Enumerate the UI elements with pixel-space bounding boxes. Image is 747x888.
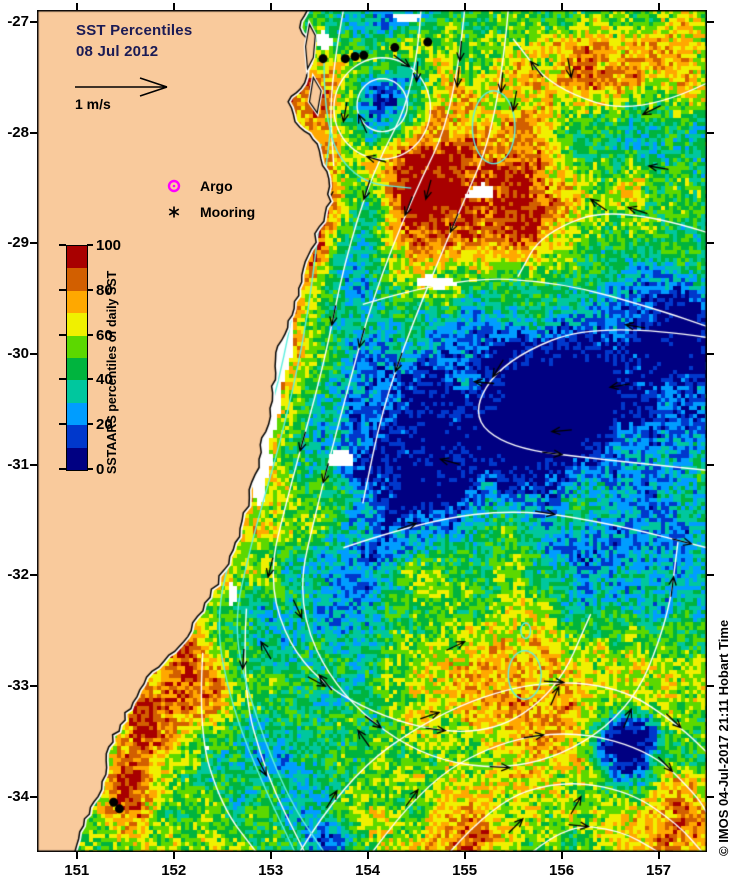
x-tick-top [366,3,369,10]
x-tick-top [463,3,466,10]
x-tick-label: 157 [646,862,672,879]
x-tick-label: 156 [549,862,575,879]
x-tick-label: 153 [258,862,284,879]
y-tick [30,795,37,798]
colorbar-tick [59,244,66,246]
y-tick-right [707,21,714,24]
y-tick [30,574,37,577]
colorbar-segment [67,313,87,336]
y-tick [30,353,37,356]
colorbar-tick [59,468,66,470]
x-tick-top [657,3,660,10]
x-tick [366,852,369,859]
colorbar-tick [87,333,93,336]
y-tick-right [707,574,714,577]
plot-date: 08 Jul 2012 [76,43,159,60]
colorbar-tick [87,423,93,426]
y-tick-label: -27 [7,13,29,31]
colorbar: SSTAARS percentiles of daily SST 0 20 40 60… [59,237,219,483]
x-tick-top [75,3,78,10]
colorbar-tick-label: 0 [96,461,105,478]
y-tick-label: -33 [7,677,29,695]
colorbar-tick [87,468,93,470]
plot-title-block: SST Percentiles 08 Jul 2012 [76,20,192,62]
colorbar-tick-label: 20 [96,416,113,434]
colorbar-tick-label: 40 [96,371,113,389]
colorbar-tick-label: 80 [96,281,113,299]
y-tick [30,463,37,466]
colorbar-segment [67,425,87,448]
colorbar-segment [67,380,87,403]
x-tick-top [269,3,272,10]
y-tick-right [707,242,714,245]
colorbar-segment [67,290,87,314]
y-tick [30,131,37,134]
colorbar-tick [59,378,66,381]
velocity-scale-label: 1 m/s [75,96,111,112]
x-tick-label: 154 [355,862,381,879]
x-tick [75,852,78,859]
colorbar-gradient [66,245,88,471]
colorbar-tick [59,288,66,291]
y-tick [30,242,37,245]
argo-marker-icon [167,179,181,193]
colorbar-tick [87,288,93,291]
x-tick-top [172,3,175,10]
x-tick [269,852,272,859]
colorbar-tick-label: 60 [96,326,113,344]
y-tick-right [707,353,714,356]
colorbar-segment [67,358,87,381]
attribution: © IMOS 04-Jul-2017 21:11 Hobart Time [716,619,731,856]
colorbar-tick [87,244,93,246]
y-tick-right [707,131,714,134]
y-tick-label: -34 [7,787,29,805]
colorbar-segment [67,402,87,426]
x-tick-label: 155 [452,862,478,879]
colorbar-segment [67,335,87,359]
colorbar-tick [59,333,66,336]
y-tick-label: -28 [7,123,29,141]
x-tick [463,852,466,859]
x-tick [657,852,660,859]
colorbar-segment [67,447,87,471]
x-tick [172,852,175,859]
velocity-scale-arrow-icon [75,77,168,97]
colorbar-segment [67,246,87,269]
x-tick-label: 152 [161,862,187,879]
x-tick-label: 151 [64,862,90,879]
x-tick [560,852,563,859]
y-tick-right [707,795,714,798]
colorbar-tick [59,423,66,426]
map-canvas [37,10,707,852]
y-tick-label: -29 [7,234,29,252]
y-tick-right [707,685,714,688]
y-tick-label: -30 [7,345,29,363]
x-tick-top [560,3,563,10]
mooring-marker-icon [168,206,180,218]
argo-label: Argo [200,178,233,194]
y-tick-label: -31 [7,455,29,473]
colorbar-tick [87,378,93,381]
y-tick-right [707,463,714,466]
y-tick-label: -32 [7,566,29,584]
colorbar-tick-label: 100 [96,237,122,254]
plot-title: SST Percentiles [76,22,193,39]
y-tick [30,685,37,688]
mooring-label: Mooring [200,204,256,220]
y-tick [30,21,37,24]
colorbar-segment [67,268,87,291]
